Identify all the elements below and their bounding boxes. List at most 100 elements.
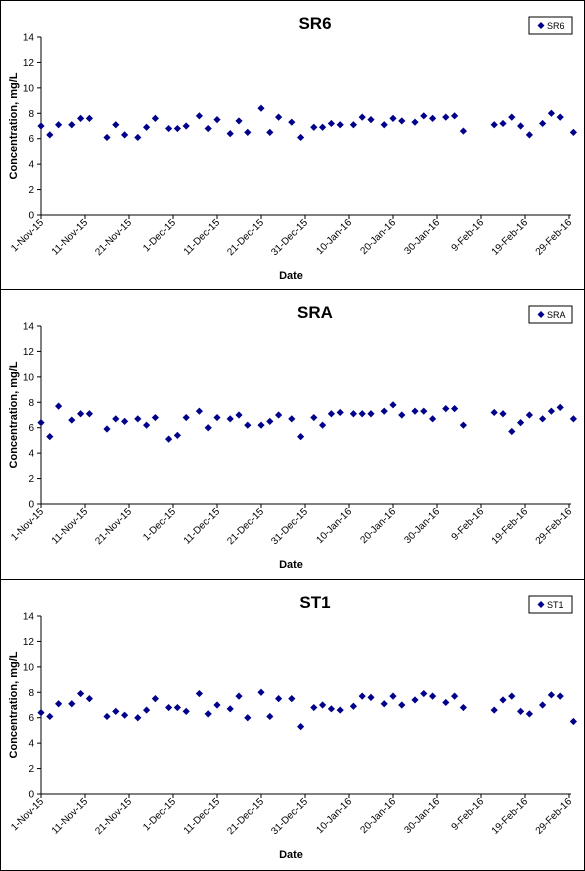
data-point [68, 121, 76, 129]
data-point [288, 118, 296, 126]
data-point [55, 700, 63, 708]
x-tick-label: 21-Dec-15 [225, 217, 266, 258]
y-axis-label: Concentration, mg/L [8, 651, 20, 758]
data-point [103, 425, 111, 433]
y-tick-label: 4 [28, 449, 34, 460]
data-point [539, 119, 547, 128]
data-point [451, 692, 459, 700]
data-point [380, 121, 388, 129]
data-point [165, 124, 173, 133]
data-point [204, 710, 212, 718]
x-tick-label: 19-Feb-16 [490, 796, 531, 837]
y-tick-label: 8 [28, 109, 34, 120]
data-point [389, 114, 397, 122]
data-point [288, 415, 296, 423]
x-tick-label: 30-Jan-16 [403, 506, 443, 546]
data-point [77, 114, 85, 122]
chart-title: ST1 [299, 593, 330, 612]
x-tick-label: 9-Feb-16 [450, 506, 487, 543]
data-point [173, 124, 181, 133]
x-tick-label: 11-Nov-15 [50, 217, 91, 258]
data-point [46, 131, 54, 139]
y-tick-label: 4 [28, 160, 34, 171]
x-tick-label: 31-Dec-15 [269, 217, 310, 258]
data-point [195, 407, 203, 415]
data-point [429, 114, 437, 122]
data-point [525, 131, 533, 139]
legend: SRA [528, 305, 573, 324]
y-tick-label: 6 [28, 423, 34, 434]
y-tick-label: 14 [23, 33, 35, 44]
y-tick-label: 10 [23, 662, 35, 673]
data-point [420, 112, 428, 120]
y-axis-label: Concentration, mg/L [8, 361, 20, 468]
data-point [459, 421, 467, 429]
data-point [226, 130, 234, 138]
legend-marker-icon [537, 311, 545, 318]
legend-label: ST1 [547, 600, 564, 610]
x-tick-label: 21-Nov-15 [93, 217, 134, 258]
data-point [517, 419, 525, 427]
x-tick-label: 10-Jan-16 [315, 217, 355, 257]
data-point [569, 415, 577, 423]
y-tick-label: 14 [23, 612, 35, 623]
data-point [349, 121, 357, 129]
data-point [525, 710, 533, 718]
data-point [517, 122, 525, 130]
x-tick-label: 21-Dec-15 [225, 796, 266, 837]
data-point [310, 703, 318, 712]
data-point [266, 417, 274, 425]
data-point [411, 407, 419, 415]
legend-marker-icon [537, 601, 545, 608]
data-point [182, 413, 190, 422]
data-point [37, 122, 45, 130]
data-point [319, 123, 327, 131]
data-point [349, 410, 357, 418]
x-tick-label: 1-Dec-15 [141, 796, 178, 833]
data-point [151, 695, 159, 703]
data-point [37, 709, 45, 717]
chart-title: SRA [297, 303, 333, 322]
data-point [134, 415, 142, 423]
x-tick-label: 19-Feb-16 [490, 217, 531, 258]
data-point [358, 692, 366, 700]
data-point [275, 113, 283, 121]
data-point [288, 695, 296, 703]
data-point [429, 415, 437, 423]
x-axis-label: Date [279, 270, 303, 282]
data-point [235, 117, 243, 125]
data-point [55, 121, 63, 129]
data-point [336, 408, 344, 417]
chart-svg: SRA 0 2 4 6 8 10 12 14 1-Nov-15 11-Nov-15 21-Nov-15… [8, 303, 577, 571]
data-point [297, 133, 305, 142]
data-point [77, 689, 85, 698]
y-tick-label: 8 [28, 688, 34, 699]
data-point [244, 421, 252, 429]
data-point [327, 705, 335, 713]
data-point [556, 692, 564, 700]
data-point [173, 703, 181, 712]
data-point [525, 411, 533, 419]
data-point [204, 424, 212, 432]
y-tick-label: 14 [23, 322, 35, 333]
data-point [398, 117, 406, 125]
y-tick-label: 6 [28, 713, 34, 724]
data-point [508, 113, 516, 121]
data-point [297, 723, 305, 731]
data-point [539, 415, 547, 423]
data-point [547, 407, 555, 415]
x-tick-label: 30-Jan-16 [403, 796, 443, 836]
x-tick-label: 20-Jan-16 [359, 796, 399, 836]
data-point [85, 410, 93, 418]
data-point [569, 717, 577, 726]
data-point [85, 114, 93, 122]
data-point [204, 124, 212, 133]
data-point [235, 411, 243, 419]
y-tick-label: 8 [28, 398, 34, 409]
chart-panel-sr6: SR6 0 2 4 6 8 10 12 14 1-Nov-15 11-Nov-15 21-Nov-15… [0, 0, 585, 291]
data-point [349, 702, 357, 710]
x-tick-label: 9-Feb-16 [450, 796, 487, 833]
data-point [46, 712, 54, 721]
data-point [165, 435, 173, 443]
x-tick-label: 30-Jan-16 [403, 217, 443, 257]
